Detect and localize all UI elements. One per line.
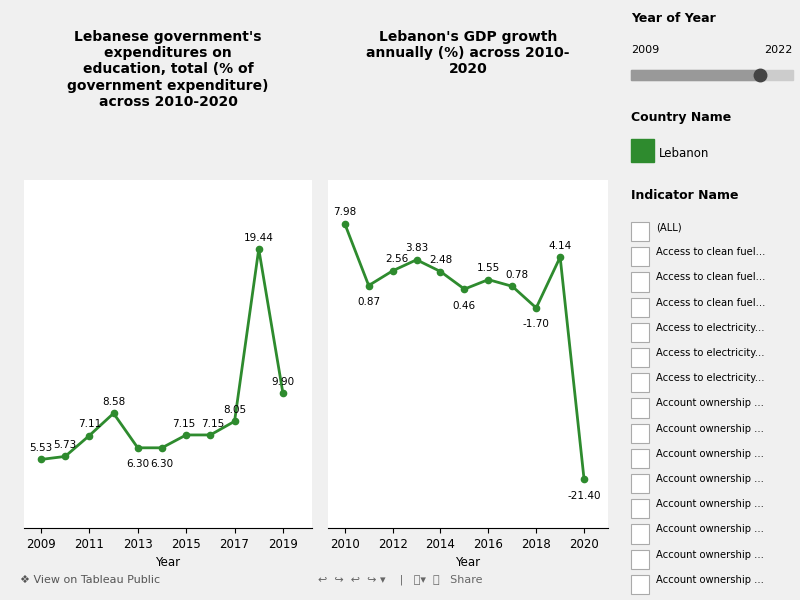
Bar [631, 298, 649, 317]
Text: 3.83: 3.83 [405, 244, 428, 253]
Text: 5.73: 5.73 [54, 440, 77, 450]
Bar [631, 222, 649, 241]
Bar [631, 575, 649, 594]
Text: 1.55: 1.55 [477, 263, 500, 273]
Bar [631, 70, 759, 80]
Text: 2009: 2009 [631, 45, 659, 55]
Bar [631, 348, 649, 367]
Text: 8.05: 8.05 [223, 405, 246, 415]
Text: Lebanon: Lebanon [659, 147, 710, 160]
Text: Lebanese government's
expenditures on
education, total (% of
government expendit: Lebanese government's expenditures on ed… [67, 30, 269, 109]
Bar [631, 247, 649, 266]
Text: Account ownership ...: Account ownership ... [656, 550, 763, 560]
Text: 4.14: 4.14 [549, 241, 572, 251]
Bar [631, 139, 654, 162]
Bar [631, 424, 649, 443]
Text: Access to electricity...: Access to electricity... [656, 348, 764, 358]
Text: 7.15: 7.15 [202, 419, 225, 428]
Text: -21.40: -21.40 [567, 491, 601, 501]
Text: 0.78: 0.78 [505, 270, 528, 280]
Text: -1.70: -1.70 [522, 319, 550, 329]
Text: 9.90: 9.90 [271, 377, 294, 387]
Text: Access to clean fuel...: Access to clean fuel... [656, 247, 765, 257]
Text: ↩  ↪  ↩  ↪ ▾    |   ⎕▾  ⎕   Share: ↩ ↪ ↩ ↪ ▾ | ⎕▾ ⎕ Share [318, 575, 482, 585]
Text: 19.44: 19.44 [244, 233, 274, 242]
Text: Account ownership ...: Account ownership ... [656, 575, 763, 585]
Text: Account ownership ...: Account ownership ... [656, 524, 763, 535]
Text: 0.46: 0.46 [453, 301, 476, 311]
Text: Year of Year: Year of Year [631, 12, 716, 25]
Text: (ALL): (ALL) [656, 222, 682, 232]
Text: 0.87: 0.87 [357, 297, 380, 307]
X-axis label: Year: Year [155, 556, 181, 569]
Bar [631, 449, 649, 468]
Bar [631, 272, 649, 292]
Text: Access to clean fuel...: Access to clean fuel... [656, 272, 765, 283]
Text: 7.15: 7.15 [172, 419, 195, 428]
Text: Account ownership ...: Account ownership ... [656, 424, 763, 434]
Text: 6.30: 6.30 [150, 459, 174, 469]
Bar [631, 70, 793, 80]
Text: Lebanon's GDP growth
annually (%) across 2010-
2020: Lebanon's GDP growth annually (%) across… [366, 30, 570, 76]
Text: Account ownership ...: Account ownership ... [656, 398, 763, 409]
Text: Access to electricity...: Access to electricity... [656, 373, 764, 383]
Text: 8.58: 8.58 [102, 397, 125, 407]
Text: Access to electricity...: Access to electricity... [656, 323, 764, 333]
Bar [631, 373, 649, 392]
Bar [631, 524, 649, 544]
Text: Account ownership ...: Account ownership ... [656, 474, 763, 484]
Bar [631, 323, 649, 342]
Text: 2.56: 2.56 [385, 254, 409, 265]
Text: Account ownership ...: Account ownership ... [656, 499, 763, 509]
Bar [631, 474, 649, 493]
Text: Access to clean fuel...: Access to clean fuel... [656, 298, 765, 308]
Text: Country Name: Country Name [631, 111, 731, 124]
Text: 6.30: 6.30 [126, 459, 150, 469]
Bar [631, 499, 649, 518]
Text: 2022: 2022 [765, 45, 793, 55]
Text: 2.48: 2.48 [429, 255, 452, 265]
Text: ❖ View on Tableau Public: ❖ View on Tableau Public [20, 575, 160, 585]
Text: Account ownership ...: Account ownership ... [656, 449, 763, 459]
X-axis label: Year: Year [455, 556, 481, 569]
Text: Indicator Name: Indicator Name [631, 189, 738, 202]
Bar [631, 398, 649, 418]
Bar [631, 550, 649, 569]
Text: 7.98: 7.98 [333, 208, 356, 217]
Text: 5.53: 5.53 [30, 443, 53, 453]
Text: 7.11: 7.11 [78, 419, 101, 429]
